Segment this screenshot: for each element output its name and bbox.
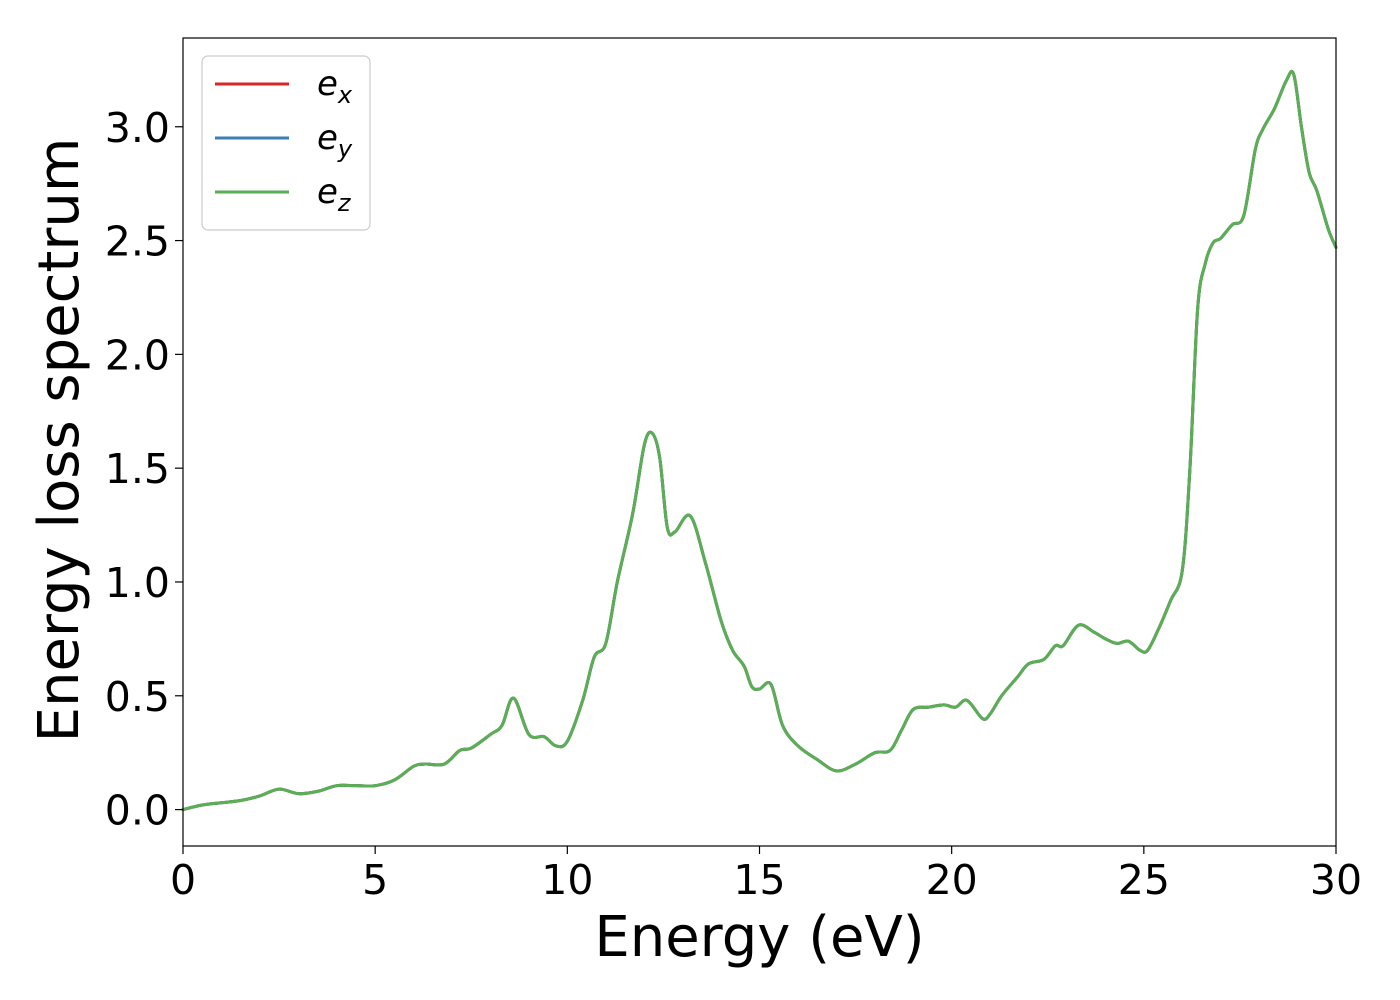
y-tick-label: 1.5 — [105, 445, 170, 493]
legend-label-subscript: z — [337, 189, 352, 217]
y-tick-label: 2.0 — [105, 331, 170, 379]
y-tick-label: 0.0 — [105, 787, 170, 835]
legend-label-ez: ez — [317, 172, 352, 217]
legend-label-base: e — [317, 172, 338, 212]
legend-label-base: e — [317, 118, 338, 158]
legend-label-ex: ex — [317, 64, 353, 109]
y-tick-label: 2.5 — [105, 218, 170, 266]
legend-label-subscript: x — [337, 81, 353, 109]
legend-label-ey: ey — [317, 118, 353, 163]
x-tick-label: 0 — [170, 856, 196, 904]
y-tick-label: 1.0 — [105, 559, 170, 607]
x-tick-label: 10 — [541, 856, 593, 904]
y-axis: 0.0 0.5 1.0 1.5 2.0 2.5 3.0 — [105, 104, 183, 835]
legend-box — [201, 55, 371, 231]
legend-label-base: e — [317, 64, 338, 104]
y-tick-label: 0.5 — [105, 673, 170, 721]
legend-label-subscript: y — [337, 135, 353, 163]
x-axis-title: Energy (eV) — [594, 905, 924, 970]
series-line-ez — [181, 69, 1338, 812]
x-tick-label: 25 — [1118, 856, 1170, 904]
x-tick-label: 30 — [1310, 856, 1362, 904]
y-axis-title: Energy loss spectrum — [27, 138, 92, 743]
x-tick-label: 15 — [733, 856, 785, 904]
x-axis: 0 5 10 15 20 25 30 — [170, 846, 1362, 904]
x-tick-label: 5 — [362, 856, 388, 904]
y-tick-label: 3.0 — [105, 104, 170, 152]
x-tick-label: 20 — [926, 856, 978, 904]
series-layer — [181, 69, 1338, 812]
